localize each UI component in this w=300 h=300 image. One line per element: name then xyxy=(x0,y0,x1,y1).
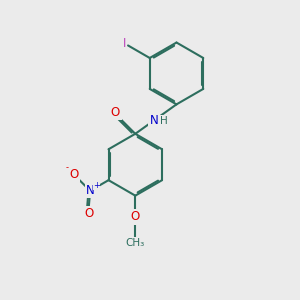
Text: O: O xyxy=(131,210,140,223)
Text: -: - xyxy=(66,164,69,172)
Text: I: I xyxy=(122,37,126,50)
Text: O: O xyxy=(69,168,79,181)
Text: O: O xyxy=(84,207,93,220)
Text: O: O xyxy=(111,106,120,119)
Text: N: N xyxy=(86,184,94,197)
Text: N: N xyxy=(149,114,158,127)
Text: +: + xyxy=(93,181,100,190)
Text: CH₃: CH₃ xyxy=(126,238,145,248)
Text: H: H xyxy=(160,116,168,126)
